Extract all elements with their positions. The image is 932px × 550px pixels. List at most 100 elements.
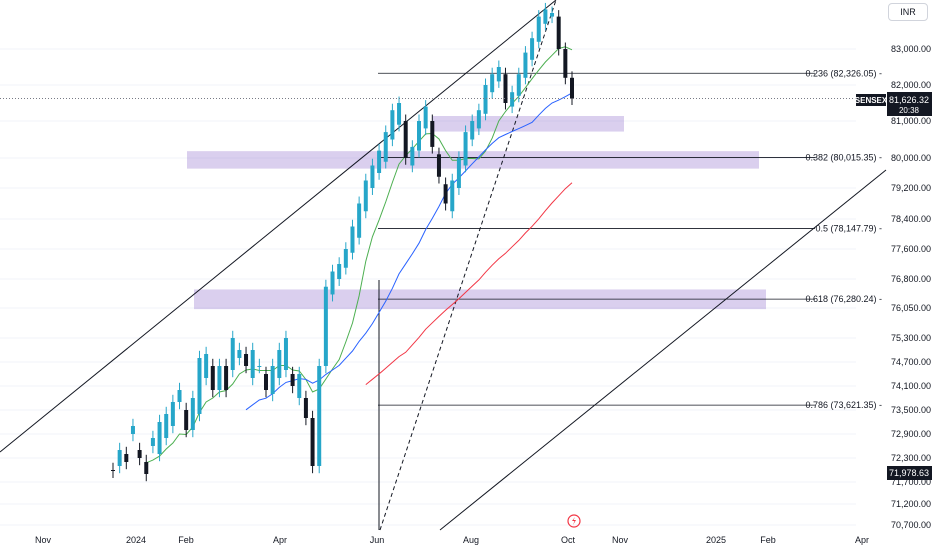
candle-body <box>417 121 421 151</box>
candle-body <box>550 13 555 17</box>
candle-body <box>257 366 262 367</box>
candle-body <box>556 16 561 50</box>
candle-body <box>443 184 448 204</box>
candle-body <box>270 366 275 394</box>
candle-body <box>423 106 428 129</box>
candle-body <box>410 146 415 166</box>
candle-body <box>250 350 255 378</box>
price-tick-label: 70,700.00 <box>891 520 931 530</box>
time-tick-label: Nov <box>35 535 52 545</box>
candle-body <box>150 438 155 446</box>
candle-body <box>330 271 335 295</box>
grid-lines <box>0 48 856 526</box>
candle-body <box>563 49 568 78</box>
time-tick-label: Apr <box>273 535 287 545</box>
candle-body <box>297 374 302 398</box>
price-tick-label: 79,200.00 <box>891 183 931 193</box>
price-tick-label: 81,000.00 <box>891 116 931 126</box>
candle-body <box>357 203 362 238</box>
time-tick-label: 2025 <box>706 535 726 545</box>
time-tick-label: Oct <box>561 535 576 545</box>
candle-body <box>503 74 508 103</box>
candle-body <box>184 410 189 430</box>
price-tick-label: 82,000.00 <box>891 80 931 90</box>
candle-body <box>124 454 129 462</box>
price-tag-value: 81,626.32 <box>889 95 929 105</box>
candle-body <box>337 264 342 279</box>
candle-body <box>383 132 388 162</box>
candle-body <box>436 154 441 177</box>
moving-averages <box>146 46 573 464</box>
trend-channel <box>0 0 887 531</box>
candle-body <box>224 366 229 390</box>
candle-body <box>177 390 182 402</box>
candle-body <box>543 9 548 24</box>
channel-mid-line <box>379 0 557 531</box>
symbol-tag: SENSEX <box>855 94 888 106</box>
price-tick-label: 74,100.00 <box>891 381 931 391</box>
candle-body <box>310 418 315 466</box>
price-tick-label: 76,800.00 <box>891 274 931 284</box>
candle-body <box>450 180 455 212</box>
candle-body <box>350 226 355 253</box>
price-tick-label: 72,300.00 <box>891 453 931 463</box>
candle-body <box>343 249 348 268</box>
candle-body <box>370 165 375 188</box>
price-tick-label: 75,300.00 <box>891 333 931 343</box>
channel-lower-line <box>439 169 887 531</box>
price-tick-label: 83,000.00 <box>891 44 931 54</box>
time-tick-label: Aug <box>463 535 479 545</box>
candle-body <box>144 462 149 474</box>
low-tag-value: 71,978.63 <box>889 468 929 478</box>
time-tick-label: Jun <box>370 535 385 545</box>
candle-body <box>130 426 135 434</box>
currency-selector[interactable]: INR <box>888 3 928 21</box>
low-tag: 71,978.63 <box>887 466 932 480</box>
candle-body <box>323 286 328 366</box>
candle-body <box>197 358 202 414</box>
price-tick-label: 74,700.00 <box>891 357 931 367</box>
candle-body <box>164 414 169 438</box>
candle-body <box>244 354 249 366</box>
candle-body <box>230 338 235 370</box>
time-tick-label: 2024 <box>126 535 146 545</box>
fib-label: 0.5 (78,147.79) - <box>815 223 882 233</box>
price-tick-label: 76,050.00 <box>891 303 931 313</box>
time-tick-label: Apr <box>855 535 869 545</box>
candle-body <box>490 74 495 93</box>
price-tick-label: 80,000.00 <box>891 153 931 163</box>
candle-body <box>536 16 541 42</box>
candle-body <box>570 77 574 99</box>
time-tick-label: Nov <box>612 535 629 545</box>
price-tag: 81,626.32 20:38 <box>887 92 932 116</box>
candle-body <box>283 338 288 370</box>
flash-icon[interactable] <box>567 514 581 528</box>
candle-body <box>510 92 515 107</box>
time-axis[interactable]: Nov 2024 Feb Apr Jun Aug Oct Nov 2025 Feb Apr <box>35 535 869 545</box>
candle-body <box>277 350 282 378</box>
price-tick-label: 78,400.00 <box>891 214 931 224</box>
candle-body <box>190 398 195 430</box>
candle-body <box>523 52 528 78</box>
candle-body <box>157 422 162 454</box>
candle-body <box>210 366 215 390</box>
channel-upper-line <box>0 0 557 453</box>
candle-body <box>217 366 222 390</box>
candles <box>111 2 574 482</box>
candle-body <box>456 158 461 188</box>
candle-body <box>430 121 435 147</box>
support-zones <box>187 116 766 310</box>
candle-body <box>204 354 209 378</box>
price-tag-countdown: 20:38 <box>899 106 920 115</box>
candle-body <box>516 74 521 96</box>
candle-body <box>117 450 122 466</box>
fib-levels: 0.236 (82,326.05) - 0.382 (80,015.35) - 0.… <box>378 68 882 410</box>
candle-body <box>476 110 481 129</box>
symbol-label: SENSEX <box>855 96 888 105</box>
price-tick-label: 71,200.00 <box>891 499 931 509</box>
candle-body <box>317 366 322 466</box>
candle-body <box>264 374 268 390</box>
price-axis[interactable]: 83,000.00 82,000.00 81,000.00 80,000.00 79,2… <box>891 44 931 530</box>
candle-body <box>303 398 308 418</box>
